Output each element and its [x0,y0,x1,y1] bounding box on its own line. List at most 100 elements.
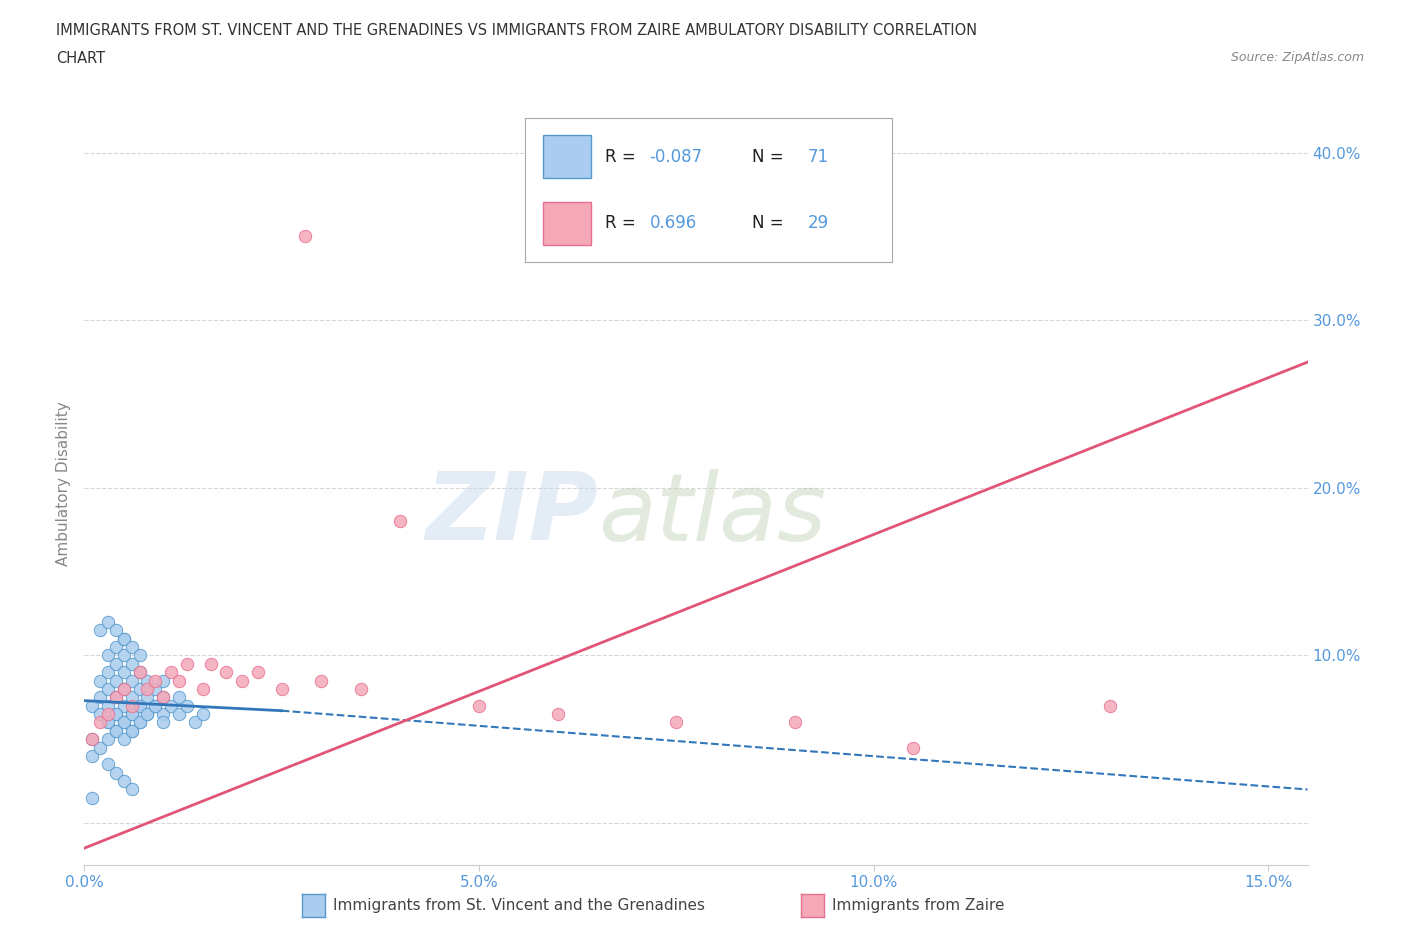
Point [97,732,120,747]
Point [191,682,214,697]
Point [121,782,143,797]
Point [112,732,135,747]
Point [82,732,104,747]
Point [145,682,167,697]
Point [121,707,143,722]
Point [128,698,150,713]
Point [121,707,143,722]
Point [104,707,127,722]
Point [97,648,120,663]
Point [468,698,491,713]
Point [121,640,143,655]
Text: ZIP: ZIP [425,468,598,560]
Point [547,707,569,722]
Point [89,740,111,755]
Point [97,757,120,772]
Point [145,698,167,713]
Point [200,657,222,671]
Point [215,665,238,680]
Text: Immigrants from St. Vincent and the Grenadines: Immigrants from St. Vincent and the Gren… [333,898,706,913]
Point [104,640,127,655]
Point [89,715,111,730]
Point [152,707,174,722]
Point [97,698,120,713]
Point [104,765,127,780]
Point [89,673,111,688]
Point [128,648,150,663]
Point [82,790,104,805]
Point [121,690,143,705]
Point [112,648,135,663]
Point [167,690,190,705]
Point [104,724,127,738]
Point [97,615,120,630]
Point [104,690,127,705]
Point [167,673,190,688]
Point [294,229,316,244]
Point [152,690,174,705]
Point [145,698,167,713]
Text: atlas: atlas [598,469,827,560]
Point [121,724,143,738]
Point [112,774,135,789]
Point [112,682,135,697]
Text: CHART: CHART [56,51,105,66]
Point [665,715,688,730]
Point [121,673,143,688]
Point [112,631,135,646]
Point [128,682,150,697]
Point [97,707,120,722]
Point [104,690,127,705]
Point [97,715,120,730]
Point [89,707,111,722]
Text: Source: ZipAtlas.com: Source: ZipAtlas.com [1230,51,1364,64]
Point [136,707,159,722]
Point [167,707,190,722]
Point [82,698,104,713]
Point [349,682,371,697]
Point [184,715,207,730]
Point [176,657,198,671]
Point [389,514,412,529]
Point [104,707,127,722]
Point [136,682,159,697]
Point [121,724,143,738]
Point [1099,698,1122,713]
Point [176,698,198,713]
Y-axis label: Ambulatory Disability: Ambulatory Disability [56,401,72,566]
Point [112,715,135,730]
Point [152,673,174,688]
Point [128,665,150,680]
Point [112,665,135,680]
Point [128,715,150,730]
Point [136,673,159,688]
Point [309,673,332,688]
Point [128,698,150,713]
Point [191,707,214,722]
Point [136,707,159,722]
Text: IMMIGRANTS FROM ST. VINCENT AND THE GRENADINES VS IMMIGRANTS FROM ZAIRE AMBULATO: IMMIGRANTS FROM ST. VINCENT AND THE GREN… [56,23,977,38]
Point [82,732,104,747]
Point [783,715,806,730]
Point [901,740,924,755]
Point [270,682,292,697]
Point [160,698,183,713]
Point [121,698,143,713]
Point [231,673,253,688]
Point [97,682,120,697]
Point [121,657,143,671]
Point [97,715,120,730]
Point [112,698,135,713]
Point [104,623,127,638]
Point [160,665,183,680]
Point [128,715,150,730]
Point [246,665,269,680]
Point [112,631,135,646]
Point [104,724,127,738]
Point [112,682,135,697]
Point [82,749,104,764]
Point [89,690,111,705]
Point [145,673,167,688]
Point [104,657,127,671]
Point [152,690,174,705]
